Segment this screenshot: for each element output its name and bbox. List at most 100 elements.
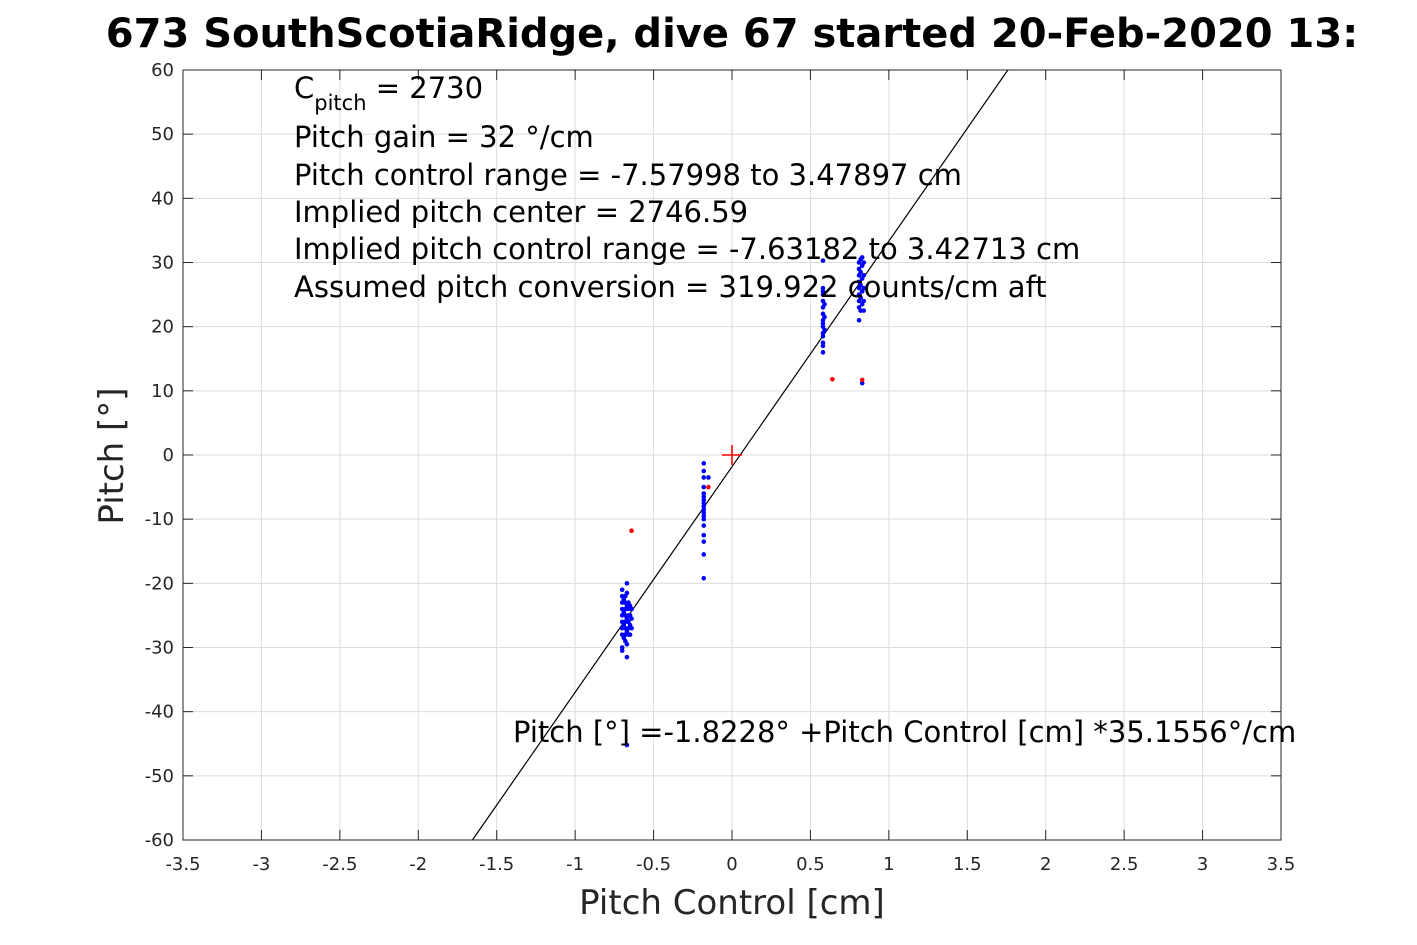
data-point-blue — [629, 616, 634, 621]
annotation-implied-range: Implied pitch control range = -7.63182 t… — [294, 232, 1080, 266]
data-point-blue — [701, 504, 707, 509]
y-tick-label: 0 — [163, 445, 174, 466]
data-point-blue — [861, 308, 867, 313]
center-marker — [722, 445, 742, 465]
y-tick-label: -40 — [145, 702, 174, 723]
x-axis-label: Pitch Control [cm] — [579, 883, 885, 923]
data-point-blue — [701, 552, 707, 557]
x-tick-label: -3.5 — [165, 854, 200, 875]
x-tick-label: 3 — [1197, 854, 1208, 875]
data-point-blue — [701, 516, 707, 522]
x-tick-label: -2 — [409, 854, 427, 875]
annotation-assumed-conversion: Assumed pitch conversion = 319.922 count… — [294, 270, 1047, 304]
data-point-blue — [701, 523, 707, 528]
data-point-blue — [861, 298, 867, 304]
data-points — [619, 255, 867, 748]
data-point-blue — [861, 273, 867, 278]
annotation-block: Cpitch = 2730 Pitch gain = 32 °/cm Pitch… — [294, 71, 1296, 749]
data-point-blue — [822, 314, 827, 320]
data-point-blue — [629, 625, 634, 631]
data-point-blue — [706, 475, 711, 480]
data-point-blue — [701, 468, 707, 474]
data-point-blue — [701, 539, 707, 544]
x-tick-label: 1 — [883, 854, 894, 875]
data-point-blue — [861, 285, 867, 291]
y-tick-label: 20 — [151, 317, 174, 338]
data-point-blue — [822, 327, 827, 333]
data-point-blue — [820, 333, 826, 339]
data-point-blue — [624, 641, 630, 647]
data-point-blue — [701, 513, 707, 519]
x-tick-label: -0.5 — [636, 854, 671, 875]
x-tick-label: -3 — [252, 854, 270, 875]
y-tick-label: 30 — [151, 253, 174, 274]
data-point-blue — [859, 380, 865, 386]
data-point-blue — [624, 654, 630, 660]
data-point-blue — [858, 269, 863, 275]
y-tick-label: 10 — [151, 381, 174, 402]
data-point-blue — [701, 484, 707, 490]
annotation-pitch-gain: Pitch gain = 32 °/cm — [294, 120, 594, 154]
data-point-red — [706, 484, 711, 490]
axis-ticks — [182, 69, 1282, 841]
data-point-blue — [701, 510, 707, 516]
data-point-blue — [701, 475, 707, 480]
data-point-blue — [627, 632, 633, 637]
data-point-blue — [858, 295, 863, 301]
annotation-c-pitch-sub: pitch — [314, 91, 366, 115]
data-point-blue — [619, 587, 625, 593]
y-tick-label: -30 — [145, 638, 174, 659]
y-tick-label: 60 — [151, 60, 174, 81]
data-point-blue — [820, 343, 826, 349]
annotation-c-pitch-value: = 2730 — [367, 71, 484, 105]
data-point-blue — [701, 461, 707, 466]
data-point-blue — [820, 321, 826, 326]
data-point-blue — [701, 497, 707, 503]
data-point-blue — [624, 581, 630, 586]
data-point-blue — [861, 260, 867, 265]
x-tick-label: -2.5 — [322, 854, 357, 875]
data-point-red — [859, 377, 865, 383]
data-point-blue — [820, 340, 826, 346]
data-point-blue — [624, 742, 630, 748]
data-point-blue — [624, 590, 630, 596]
data-point-blue — [701, 575, 707, 581]
data-point-red — [629, 528, 634, 534]
x-tick-label: 2 — [1040, 854, 1051, 875]
x-tick-label: -1.5 — [479, 854, 514, 875]
y-tick-label: -60 — [145, 830, 174, 851]
data-point-blue — [701, 491, 707, 496]
y-tick-labels: -60 -50 -40 -30 -20 -10 0 10 20 30 40 50 60 — [145, 60, 174, 851]
x-tick-label: 2.5 — [1110, 854, 1139, 875]
annotation-c-pitch: Cpitch = 2730 — [294, 71, 483, 115]
y-tick-label: 50 — [151, 124, 174, 145]
x-tick-label: 0 — [726, 854, 737, 875]
data-point-blue — [701, 532, 707, 538]
x-tick-label: 0.5 — [796, 854, 825, 875]
data-point-blue — [820, 258, 826, 263]
y-tick-label: -20 — [145, 573, 174, 594]
data-point-blue — [619, 645, 625, 650]
data-point-blue — [701, 507, 707, 512]
data-point-red — [830, 376, 835, 382]
annotation-implied-center: Implied pitch center = 2746.59 — [294, 195, 748, 229]
data-point-blue — [820, 289, 826, 294]
annotation-pitch-control-range: Pitch control range = -7.57998 to 3.4789… — [294, 158, 962, 192]
data-point-blue — [701, 500, 707, 506]
data-point-blue — [629, 606, 634, 612]
x-tick-label: 3.5 — [1267, 854, 1296, 875]
data-point-blue — [820, 285, 826, 291]
annotation-fit-equation: Pitch [°] =-1.8228° +Pitch Control [cm] … — [513, 715, 1296, 749]
chart-title: 673 SouthScotiaRidge, dive 67 started 20… — [106, 11, 1358, 57]
data-point-blue — [820, 292, 826, 297]
y-tick-label: 40 — [151, 188, 174, 209]
data-point-blue — [701, 494, 707, 500]
data-point-blue — [856, 317, 862, 323]
x-tick-label: -1 — [566, 854, 584, 875]
annotation-c-pitch-main: C — [294, 71, 314, 105]
data-point-blue — [822, 301, 827, 307]
x-tick-label: 1.5 — [953, 854, 982, 875]
data-point-blue — [619, 648, 625, 654]
y-tick-label: -10 — [145, 509, 174, 530]
